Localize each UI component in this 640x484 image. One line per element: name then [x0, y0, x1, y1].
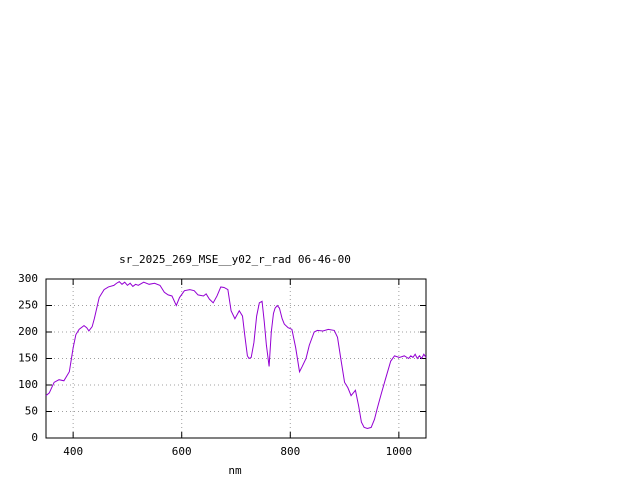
y-tick-label: 200 — [18, 325, 38, 338]
y-tick-label: 250 — [18, 299, 38, 312]
x-axis-label: nm — [228, 464, 242, 477]
x-tick-label: 800 — [280, 445, 300, 458]
y-tick-label: 50 — [25, 405, 38, 418]
y-tick-label: 100 — [18, 378, 38, 391]
chart-title: sr_2025_269_MSE__y02_r_rad 06-46-00 — [119, 253, 351, 266]
y-tick-label: 150 — [18, 352, 38, 365]
y-tick-label: 300 — [18, 272, 38, 285]
x-tick-label: 1000 — [386, 445, 413, 458]
x-tick-label: 400 — [63, 445, 83, 458]
plot-frame — [45, 278, 427, 439]
x-tick-label: 600 — [172, 445, 192, 458]
data-line — [45, 281, 427, 429]
y-tick-label: 0 — [31, 431, 38, 444]
